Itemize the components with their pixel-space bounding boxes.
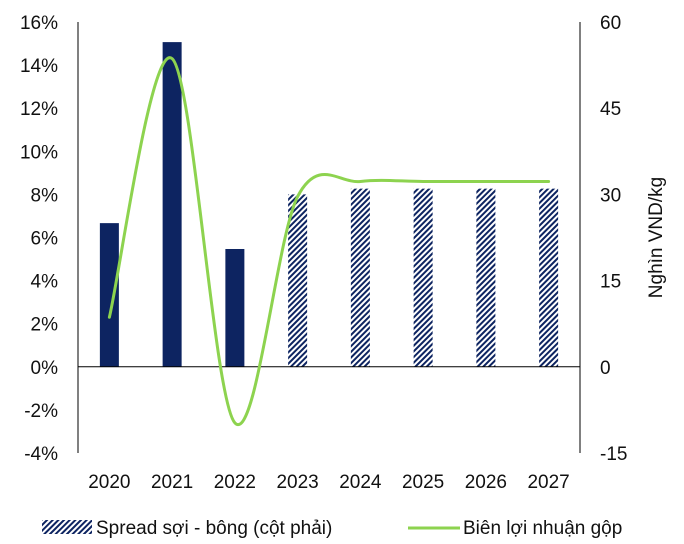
y-right-axis-title: Nghìn VND/kg — [646, 177, 667, 298]
x-tick-label: 2027 — [527, 472, 569, 493]
y-left-tick-label: 4% — [31, 272, 59, 293]
y-left-tick-label: -4% — [24, 444, 58, 465]
legend: Spread sợi - bông (cột phải) Biên lợi nhu… — [42, 518, 622, 539]
x-tick-label: 2023 — [276, 472, 318, 493]
y-left-tick-label: 14% — [20, 56, 58, 77]
x-tick-label: 2021 — [151, 472, 193, 493]
y-left-tick-label: 10% — [20, 142, 58, 163]
y-left-tick-label: 0% — [31, 358, 59, 379]
bar-2022 — [225, 248, 245, 367]
bar-2023 — [288, 194, 308, 367]
y-right-tick-label: 45 — [600, 99, 621, 120]
x-tick-label: 2026 — [465, 472, 507, 493]
y-right-tick-label: 60 — [600, 13, 621, 34]
x-tick-label: 2024 — [339, 472, 382, 493]
y-right-tick-label: -15 — [600, 444, 627, 465]
x-tick-label: 2022 — [214, 472, 256, 493]
x-tick-label: 2025 — [402, 472, 444, 493]
legend-label-spread: Spread sợi - bông (cột phải) — [96, 518, 332, 539]
y-left-tick-label: 6% — [31, 229, 59, 250]
bar-2021 — [162, 42, 182, 367]
bar-2020 — [99, 223, 119, 367]
y-right-tick-label: 30 — [600, 185, 621, 206]
y-right-tick-label: 15 — [600, 272, 621, 293]
legend-label-bien-loi-nhuan: Biên lợi nhuận gộp — [463, 518, 622, 539]
plot-area: -4% -2% 0% 2% 4% 6% 8% 10% 12% 14% 16% -15 0 15 30 45 60… — [20, 13, 667, 493]
bar-2024 — [350, 188, 370, 367]
y-left-tick-label: 8% — [31, 185, 59, 206]
bar-2025 — [413, 188, 433, 367]
bar-2027 — [539, 188, 559, 367]
y-left-tick-label: -2% — [24, 401, 58, 422]
bar-2026 — [476, 188, 496, 367]
y-right-tick-label: 0 — [600, 358, 611, 379]
y-left-tick-label: 2% — [31, 315, 59, 336]
y-left-tick-label: 16% — [20, 13, 58, 34]
x-tick-label: 2020 — [88, 472, 130, 493]
legend-swatch-spread — [42, 520, 92, 534]
y-left-tick-label: 12% — [20, 99, 58, 120]
line-series-bien-loi-nhuan-gop — [107, 56, 551, 427]
